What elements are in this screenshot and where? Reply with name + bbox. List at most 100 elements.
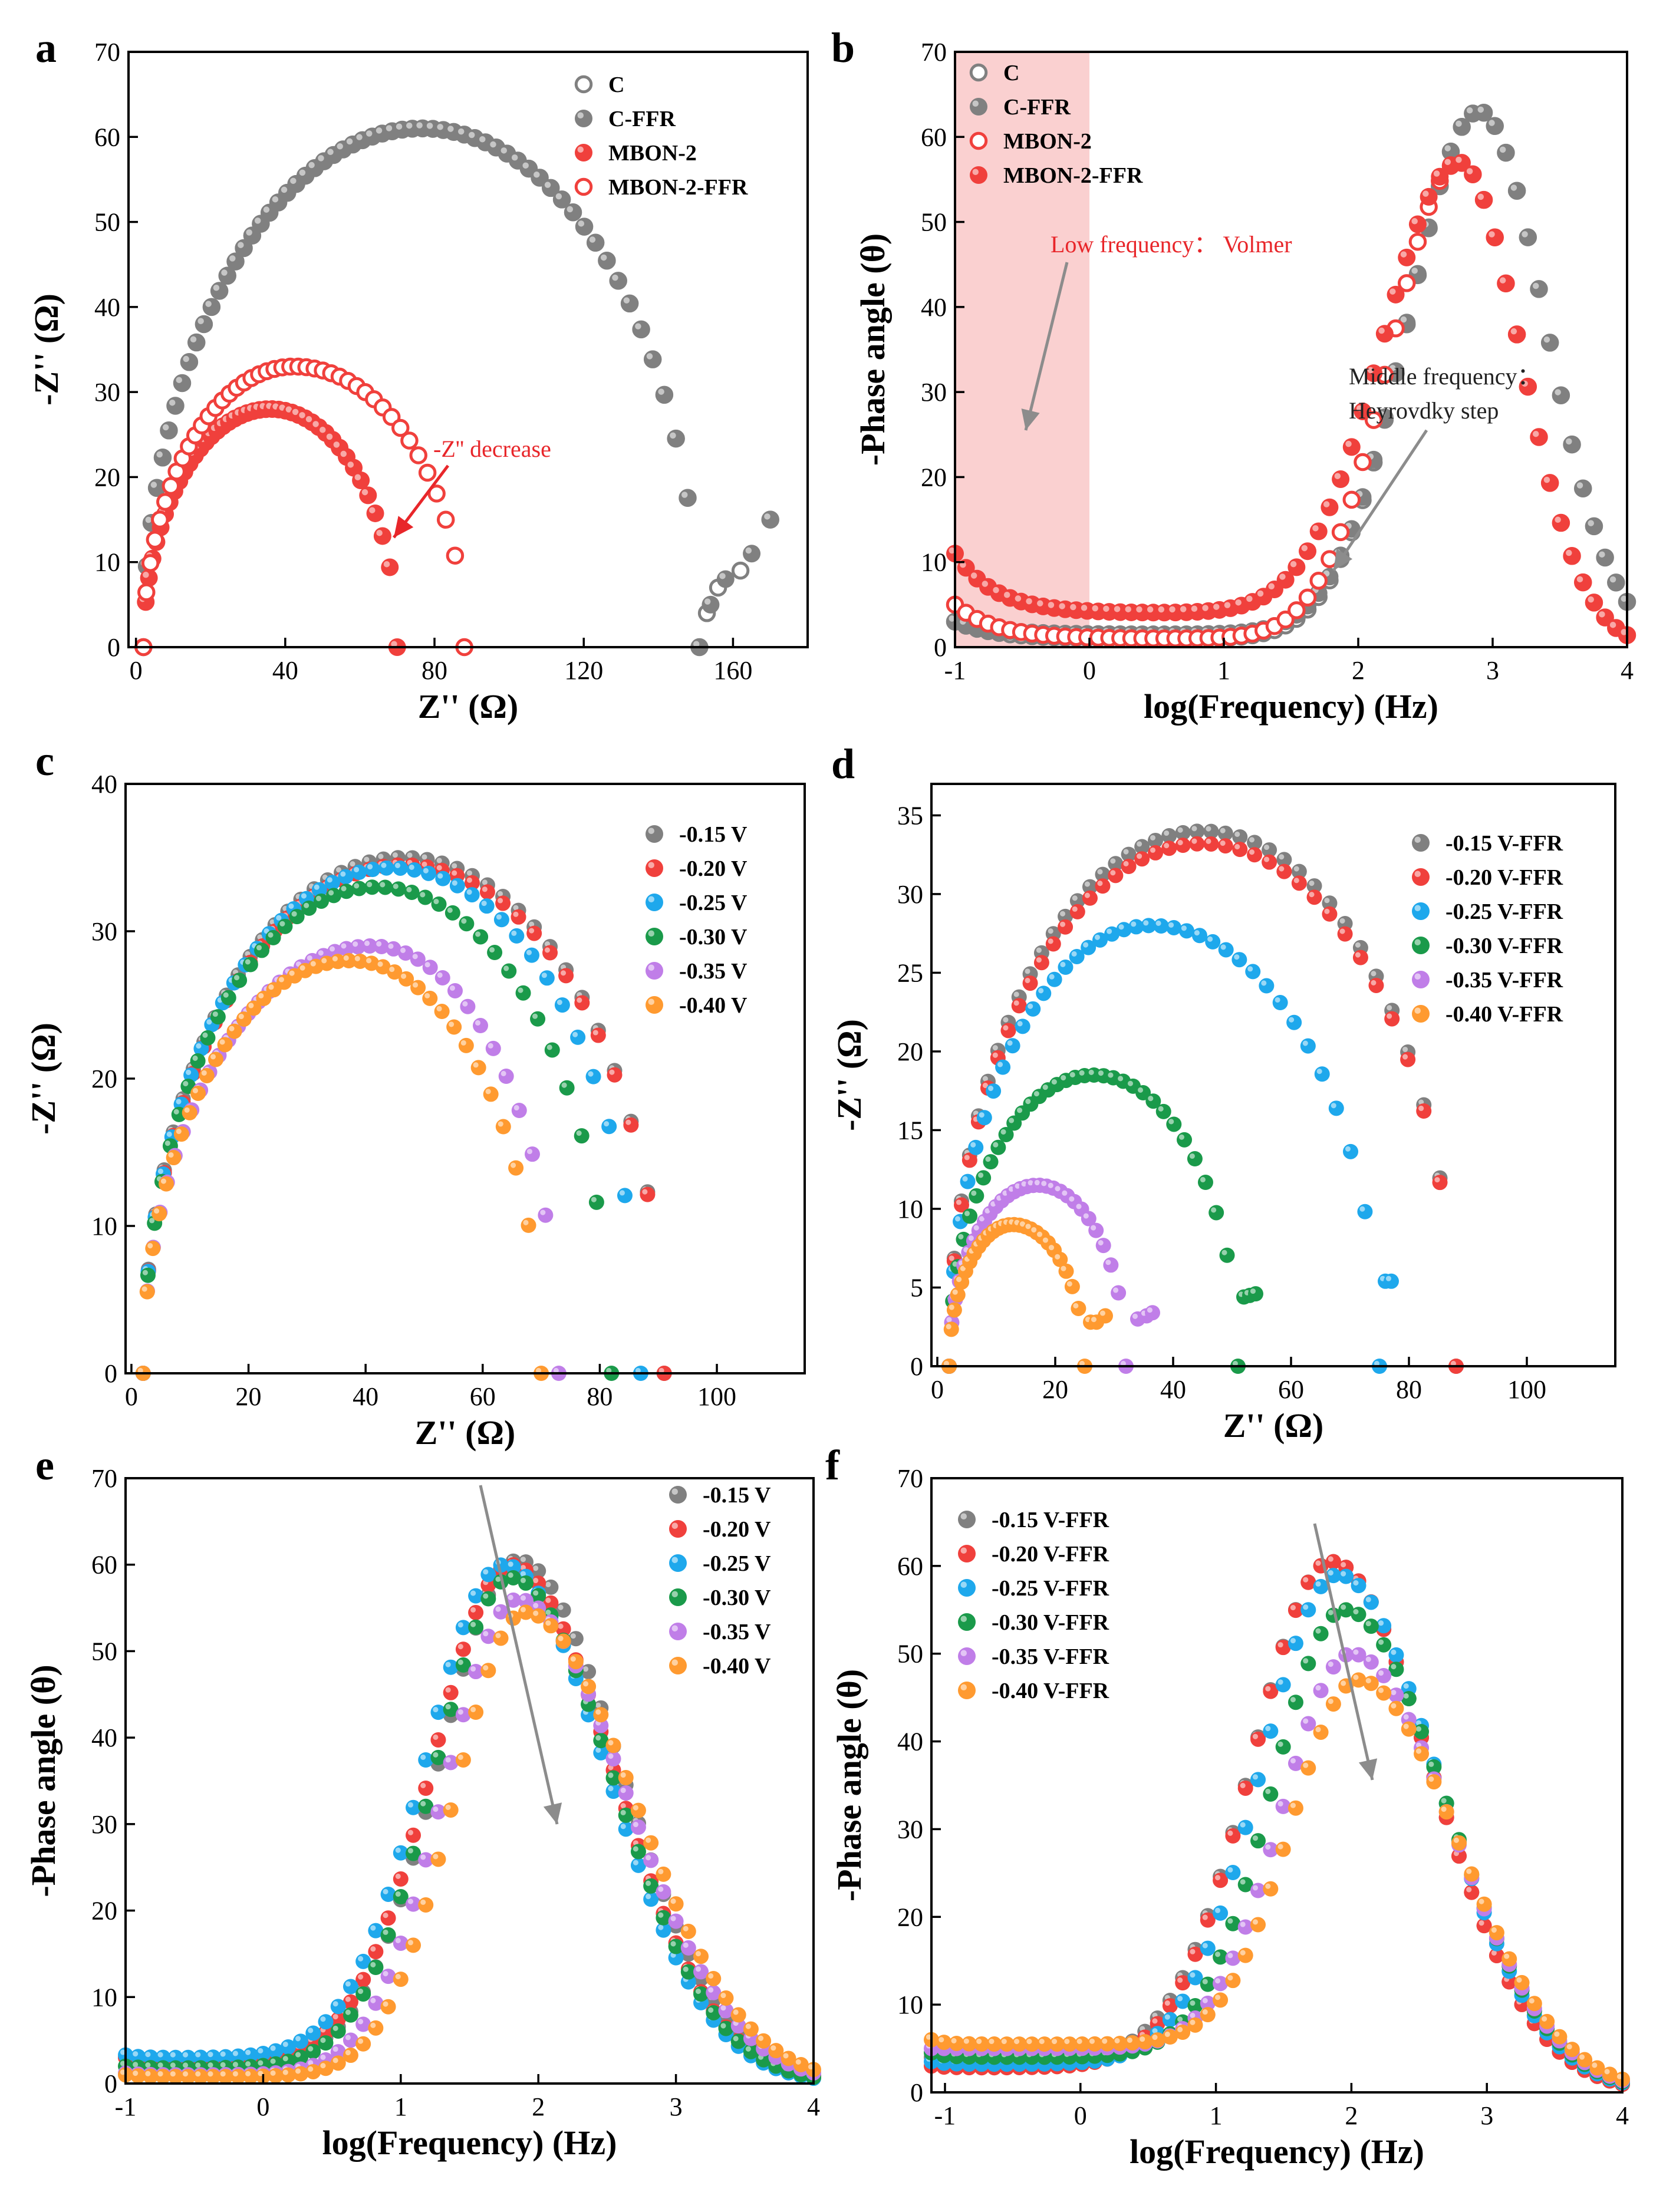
data-point-highlight (326, 433, 333, 440)
data-point-highlight (1152, 2028, 1158, 2034)
data-point-highlight (1289, 1017, 1295, 1023)
data-point-highlight (695, 1951, 702, 1957)
data-point (1205, 934, 1221, 950)
data-point-highlight (1177, 827, 1183, 833)
legend-entry: -0.20 V (679, 856, 748, 881)
data-point-highlight (1588, 596, 1594, 603)
data-point-highlight (681, 492, 688, 498)
data-point-highlight (1411, 268, 1418, 274)
data-point-highlight (1252, 1919, 1259, 1925)
data-point (377, 879, 393, 895)
data-point (166, 397, 185, 415)
data-point (364, 879, 380, 895)
data-point-highlight (500, 1070, 506, 1077)
data-point (1363, 1618, 1379, 1634)
data-point-highlight (1290, 561, 1297, 568)
data-point-highlight (1066, 1281, 1072, 1287)
data-point-highlight (646, 1837, 651, 1843)
y-axis-label: -Z'' (Ω) (830, 1019, 868, 1131)
data-point (1155, 1103, 1171, 1119)
data-point-highlight (1110, 858, 1116, 864)
data-point-highlight (1391, 1703, 1397, 1709)
data-point-highlight (962, 1176, 968, 1182)
data-point-highlight (1315, 1685, 1321, 1691)
legend-marker-highlight (671, 1625, 678, 1631)
data-point-highlight (1543, 336, 1550, 343)
data-point-highlight (1190, 2012, 1196, 2018)
data-point-highlight (1576, 482, 1583, 489)
data-point (418, 1897, 434, 1913)
x-tick-label: 100 (697, 1382, 736, 1411)
data-point-highlight (973, 1225, 979, 1231)
legend-marker-highlight (648, 930, 654, 937)
data-point-highlight (533, 1603, 539, 1608)
data-point (406, 1937, 422, 1953)
data-point (1095, 878, 1111, 894)
data-point (1384, 1011, 1400, 1027)
data-point-highlight (533, 1610, 539, 1616)
data-point-highlight (1168, 922, 1174, 928)
data-point-highlight (971, 1190, 977, 1196)
data-point (617, 1188, 633, 1204)
data-point-highlight (533, 1577, 539, 1584)
x-tick-label: -1 (115, 2092, 137, 2121)
data-point-highlight (369, 507, 376, 513)
data-point (1400, 1051, 1416, 1067)
data-point-highlight (956, 1277, 962, 1283)
data-point (1497, 144, 1515, 162)
data-point-highlight (1037, 600, 1043, 606)
data-point-highlight (555, 193, 562, 200)
data-point-highlight (1240, 1921, 1246, 1927)
data-point-highlight (1120, 1360, 1126, 1366)
data-point-highlight (383, 1913, 388, 1918)
data-point-highlight (1036, 957, 1042, 963)
data-point-highlight (356, 134, 363, 140)
data-point (145, 1241, 161, 1257)
data-point (581, 1679, 597, 1695)
data-point (990, 1139, 1006, 1155)
data-point-highlight (457, 1709, 463, 1715)
data-point-highlight (475, 931, 481, 937)
data-point (1486, 228, 1504, 246)
data-point (1237, 1947, 1253, 1963)
data-point (1217, 838, 1233, 854)
data-point-highlight (282, 2056, 288, 2062)
data-point-highlight (1378, 1639, 1384, 1645)
y-tick-label: 10 (897, 1990, 923, 2019)
data-point (459, 916, 475, 932)
data-point (1300, 1716, 1316, 1732)
data-point (1298, 588, 1317, 607)
heyrovsky-step-annotation: Heyrovdky step (1349, 397, 1499, 424)
data-point (139, 1284, 155, 1300)
data-point-highlight (1355, 952, 1361, 958)
data-point-highlight (693, 641, 700, 647)
data-point-highlight (1059, 921, 1066, 927)
legend-marker-highlight (671, 1591, 678, 1597)
data-point-highlight (452, 870, 457, 876)
data-point-highlight (1113, 1287, 1119, 1293)
data-point-highlight (466, 877, 472, 883)
data-point-highlight (1441, 1806, 1447, 1812)
data-point-highlight (1147, 606, 1154, 613)
data-point-highlight (345, 2035, 351, 2040)
data-point-highlight (1303, 1604, 1309, 1610)
data-point-highlight (1316, 1069, 1322, 1074)
data-point (393, 860, 409, 876)
y-tick-label: 20 (897, 1903, 923, 1931)
data-point (1489, 1925, 1504, 1941)
data-point (162, 477, 180, 495)
data-point (542, 945, 558, 961)
data-point-highlight (445, 1804, 451, 1810)
data-point-highlight (1059, 911, 1066, 917)
data-point (485, 1040, 501, 1056)
data-point (1585, 517, 1603, 535)
data-point-highlight (295, 2052, 301, 2058)
data-point (418, 1780, 434, 1796)
data-point-highlight (1609, 576, 1616, 583)
data-point-highlight (489, 947, 495, 953)
y-tick-label: 20 (91, 1897, 117, 1926)
data-point-highlight (633, 1846, 638, 1852)
panel-label: c (35, 737, 54, 784)
